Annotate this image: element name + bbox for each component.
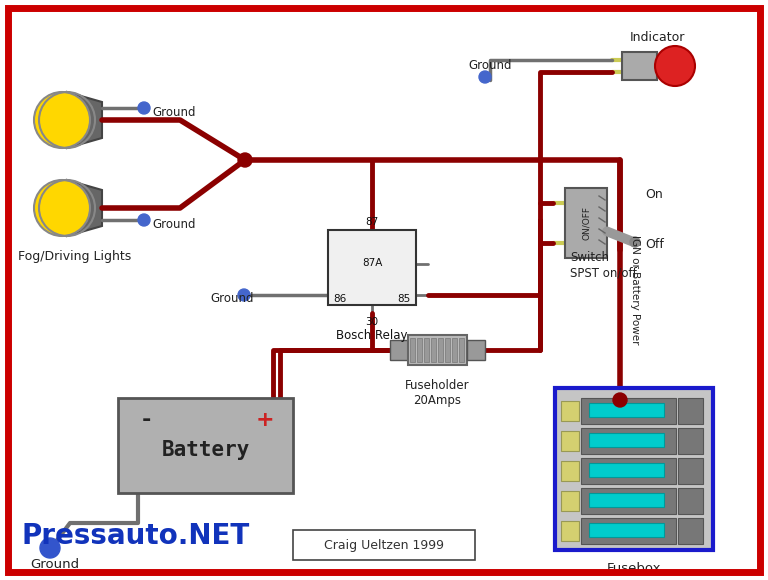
Text: 87A: 87A xyxy=(362,259,382,269)
Text: Fuseholder
20Amps: Fuseholder 20Amps xyxy=(406,379,470,407)
Text: Battery: Battery xyxy=(161,440,250,461)
Text: +: + xyxy=(256,410,274,430)
Bar xyxy=(678,458,703,484)
Text: ON/OFF: ON/OFF xyxy=(581,206,591,240)
Bar xyxy=(118,398,293,493)
Circle shape xyxy=(238,289,250,301)
Text: Switch
SPST on/off: Switch SPST on/off xyxy=(570,251,637,279)
Bar xyxy=(417,338,422,362)
Circle shape xyxy=(613,393,627,407)
Bar xyxy=(410,338,415,362)
Circle shape xyxy=(138,214,150,226)
Bar xyxy=(561,461,579,481)
Bar xyxy=(622,52,657,80)
Bar xyxy=(445,338,450,362)
Bar xyxy=(589,493,664,507)
Circle shape xyxy=(655,46,695,86)
Bar xyxy=(678,488,703,514)
Text: Ground: Ground xyxy=(210,292,253,306)
Circle shape xyxy=(630,237,640,247)
Polygon shape xyxy=(67,180,102,236)
Bar xyxy=(581,488,676,514)
Text: Off: Off xyxy=(645,238,664,251)
Text: Craig Ueltzen 1999: Craig Ueltzen 1999 xyxy=(324,538,444,552)
Circle shape xyxy=(479,71,491,83)
Circle shape xyxy=(34,92,90,148)
Polygon shape xyxy=(67,92,102,148)
Bar xyxy=(678,398,703,424)
Text: IGN or Battery Power: IGN or Battery Power xyxy=(630,235,640,345)
Circle shape xyxy=(238,153,252,167)
Bar xyxy=(561,431,579,451)
Bar xyxy=(561,401,579,421)
Text: Ground: Ground xyxy=(30,558,79,571)
Bar xyxy=(424,338,429,362)
Bar xyxy=(459,338,464,362)
Text: Bosch Relay: Bosch Relay xyxy=(336,329,408,342)
Bar xyxy=(678,428,703,454)
Bar xyxy=(581,398,676,424)
Bar xyxy=(438,338,443,362)
Text: -: - xyxy=(141,410,151,430)
Text: Fusebox: Fusebox xyxy=(607,562,661,575)
Text: 85: 85 xyxy=(398,294,411,304)
Text: Fog/Driving Lights: Fog/Driving Lights xyxy=(18,250,131,263)
Text: Ground: Ground xyxy=(468,59,511,72)
Text: 86: 86 xyxy=(333,294,346,304)
Text: 87: 87 xyxy=(366,217,379,227)
Bar xyxy=(565,188,607,258)
Bar xyxy=(431,338,436,362)
FancyBboxPatch shape xyxy=(293,530,475,560)
Text: Pressauto.NET: Pressauto.NET xyxy=(22,522,250,550)
Bar xyxy=(581,518,676,544)
Bar xyxy=(589,403,664,417)
Bar xyxy=(589,433,664,447)
Bar xyxy=(452,338,457,362)
Circle shape xyxy=(40,538,60,558)
Text: 30: 30 xyxy=(366,317,379,327)
Bar xyxy=(581,428,676,454)
Bar xyxy=(561,521,579,541)
Bar xyxy=(467,340,485,360)
Text: Ground: Ground xyxy=(152,218,196,230)
Circle shape xyxy=(138,102,150,114)
Text: Ground: Ground xyxy=(152,106,196,118)
Bar xyxy=(561,491,579,511)
Circle shape xyxy=(34,180,90,236)
Bar xyxy=(408,335,467,365)
Bar xyxy=(555,388,713,550)
Bar xyxy=(328,230,416,305)
Bar xyxy=(589,463,664,477)
Bar xyxy=(581,458,676,484)
Bar xyxy=(678,518,703,544)
Bar xyxy=(589,523,664,537)
Text: Indicator: Indicator xyxy=(630,31,685,44)
Bar xyxy=(390,340,408,360)
Text: On: On xyxy=(645,188,663,201)
